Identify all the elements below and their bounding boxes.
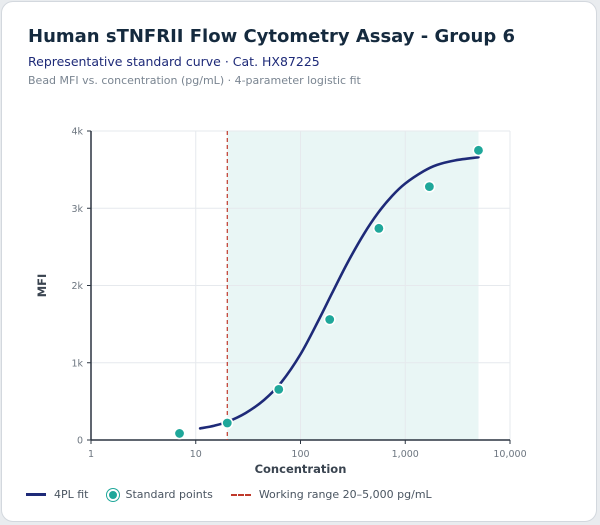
x-axis-title: Concentration bbox=[255, 462, 347, 476]
y-tick-label: 4k bbox=[71, 127, 83, 138]
standard-point bbox=[323, 313, 336, 326]
chart-legend: 4PL fit Standard points Working range 20… bbox=[26, 488, 450, 501]
x-tick-label: 100 bbox=[291, 449, 309, 460]
standard-point bbox=[173, 427, 186, 440]
x-tick-label: 1 bbox=[88, 449, 94, 460]
legend-item-points: Standard points bbox=[106, 488, 213, 501]
legend-dot-swatch bbox=[106, 488, 119, 501]
standard-point bbox=[221, 417, 234, 430]
legend-line-swatch bbox=[26, 493, 46, 496]
standard-point bbox=[423, 180, 436, 193]
chart-description: Bead MFI vs. concentration (pg/mL) · 4-p… bbox=[28, 74, 361, 87]
chart-subtitle: Representative standard curve · Cat. HX8… bbox=[28, 54, 320, 69]
fit-curve-line bbox=[198, 155, 480, 430]
x-tick-label: 10,000 bbox=[493, 449, 526, 460]
legend-item-range: Working range 20–5,000 pg/mL bbox=[230, 488, 432, 501]
legend-label-points: Standard points bbox=[125, 488, 213, 501]
x-tick-label: 10 bbox=[190, 449, 202, 460]
legend-label-range: Working range 20–5,000 pg/mL bbox=[258, 488, 432, 501]
y-tick-label: 3k bbox=[71, 204, 83, 215]
chart-title: Human sTNFRII Flow Cytometry Assay - Gro… bbox=[28, 26, 516, 47]
legend-dash-swatch bbox=[230, 493, 251, 496]
y-axis-title: MFI bbox=[35, 274, 49, 298]
standard-point bbox=[472, 144, 485, 157]
standard-point bbox=[372, 222, 385, 235]
y-tick-label: 1k bbox=[71, 358, 83, 369]
legend-item-fit: 4PL fit bbox=[26, 488, 89, 501]
y-tick-label: 2k bbox=[71, 281, 83, 292]
x-tick-label: 1,000 bbox=[392, 449, 419, 460]
y-tick-label: 0 bbox=[77, 436, 83, 447]
standard-point bbox=[272, 383, 285, 396]
legend-label-fit: 4PL fit bbox=[54, 488, 89, 501]
